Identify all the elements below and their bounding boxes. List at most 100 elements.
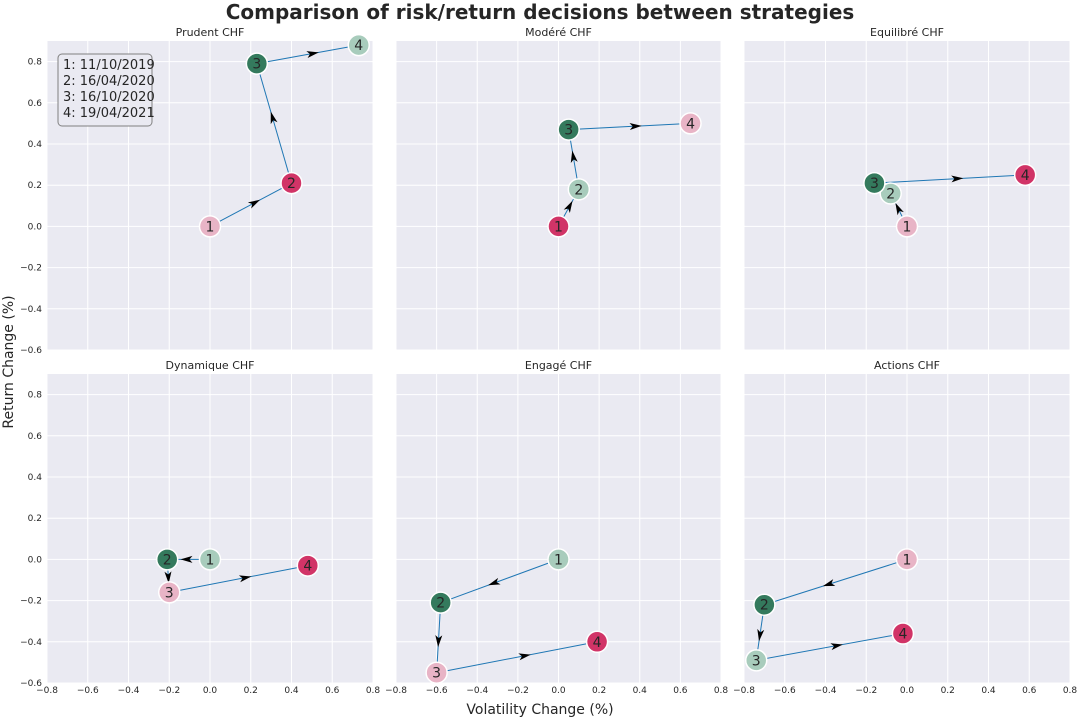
panel-5: Engagé CHF −0.8 −0.6 −0.4 −0.2 0.0 0.2 0.4 0.6 0.…: [385, 359, 728, 696]
data-point-2: 2: [567, 178, 591, 201]
direction-arrow: [306, 51, 319, 58]
direction-arrow: [270, 111, 278, 125]
panel-4: Dynamique CHF−0.8 −0.6 −0.4 −0.2 0.0 0.2 0.4 0.…: [20, 359, 380, 696]
point-marker: [863, 171, 886, 195]
point-marker: [557, 118, 580, 141]
direction-arrow: [895, 202, 904, 216]
panel-3: Equilibré CHF 1 23 4: [743, 26, 1071, 351]
point-marker: [895, 215, 919, 238]
path-segment: [169, 565, 308, 593]
point-marker: [1013, 163, 1037, 187]
point-marker: [155, 548, 179, 571]
point-label: 1: [903, 552, 912, 568]
legend-box: [57, 53, 153, 127]
data-point-2: 2: [280, 171, 303, 195]
path-segment: [436, 602, 442, 673]
direction-arrow: [629, 122, 642, 130]
point-label: 1: [554, 552, 563, 568]
path-segment: [874, 174, 1026, 184]
point-marker: [296, 554, 320, 577]
point-marker: [280, 171, 303, 195]
point-label: 3: [752, 653, 761, 669]
y-tick-label: 0.2: [28, 181, 42, 191]
point-marker: [347, 33, 370, 57]
point-marker: [891, 622, 915, 645]
point-marker: [547, 548, 570, 571]
data-point-3: 3: [744, 649, 768, 672]
direction-arrow: [570, 150, 578, 163]
path-lines: [435, 558, 598, 674]
x-tick-label: 0.4: [633, 686, 648, 696]
data-point-2: 2: [879, 182, 902, 205]
panel-title: Dynamique CHF: [166, 359, 255, 372]
point-marker: [245, 52, 269, 75]
panel-title: Engagé CHF: [525, 359, 592, 372]
y-tick-label: 0.0: [28, 222, 43, 232]
data-point-2: 2: [753, 593, 776, 616]
x-tick-label: 0.6: [673, 686, 688, 696]
path-lines: [558, 122, 691, 227]
direction-arrow: [563, 200, 573, 213]
x-tick-label: −0.4: [466, 686, 488, 696]
data-point-3: 3: [245, 52, 269, 75]
x-tick-label: −0.4: [815, 686, 837, 696]
panel-title: Equilibré CHF: [870, 26, 944, 39]
path-segment: [209, 182, 292, 227]
x-tick-label: −0.6: [774, 686, 796, 696]
x-tick-label: 0.4: [284, 686, 299, 696]
point-marker: [753, 593, 776, 616]
point-label: 1: [903, 219, 912, 235]
x-tick-label: 0.6: [325, 686, 340, 696]
point-label: 2: [436, 596, 445, 612]
grid: [395, 374, 722, 684]
y-tick-label: −0.2: [20, 264, 42, 274]
path-segment: [440, 558, 559, 604]
x-tick-label: 0.2: [244, 686, 258, 696]
path-segment: [568, 122, 691, 131]
point-marker: [425, 661, 448, 684]
x-tick-label: −0.2: [507, 686, 529, 696]
x-tick-label: −0.6: [77, 686, 99, 696]
point-marker: [567, 178, 591, 201]
data-point-1: 1: [198, 548, 222, 571]
point-marker: [679, 112, 702, 135]
y-tick-label: −0.6: [20, 346, 42, 356]
point-marker: [158, 581, 181, 604]
point-marker: [744, 649, 768, 672]
direction-arrow: [757, 628, 765, 642]
legend-entry: 1: 11/10/2019: [63, 58, 155, 73]
x-tick-label: 0.0: [203, 686, 218, 696]
point-label: 4: [593, 635, 602, 651]
path-segment: [764, 558, 908, 606]
point-label: 4: [303, 559, 312, 575]
data-point-4: 4: [347, 33, 370, 57]
data-point-3: 3: [557, 118, 580, 141]
path-lines: [209, 44, 359, 227]
data-point-4: 4: [585, 630, 609, 654]
x-tick-label: 0.0: [900, 686, 915, 696]
data-point-3: 3: [863, 171, 886, 195]
path-segment: [256, 63, 292, 184]
point-label: 4: [1021, 168, 1030, 184]
y-tick-label: −0.6: [20, 679, 42, 689]
point-label: 2: [886, 186, 895, 202]
x-tick-label: 0.2: [592, 686, 606, 696]
panels: Prudent CHF −0.6 −0.4 −0.2 0.0 0.2 0.4 0.6 0.8 1 2…: [20, 26, 1077, 696]
data-point-3: 3: [425, 661, 448, 684]
data-point-1: 1: [198, 215, 222, 238]
figure-title: Comparison of risk/return decisions betw…: [226, 0, 855, 24]
x-tick-label: −0.8: [733, 686, 755, 696]
y-axis-label: Return Change (%): [1, 295, 17, 428]
legend-entry: 2: 16/04/2020: [63, 74, 155, 89]
point-label: 2: [287, 176, 296, 192]
y-tick-label: 0.0: [28, 555, 43, 565]
x-tick-label: 0.8: [366, 686, 381, 696]
y-tick-label: 0.6: [28, 432, 43, 442]
y-tick-label: −0.4: [20, 305, 42, 315]
point-marker: [895, 548, 919, 571]
data-point-1: 1: [547, 215, 570, 238]
panel-title: Actions CHF: [874, 359, 940, 372]
legend-entry: 3: 16/10/2020: [63, 90, 155, 105]
y-tick-label: −0.2: [20, 597, 42, 607]
